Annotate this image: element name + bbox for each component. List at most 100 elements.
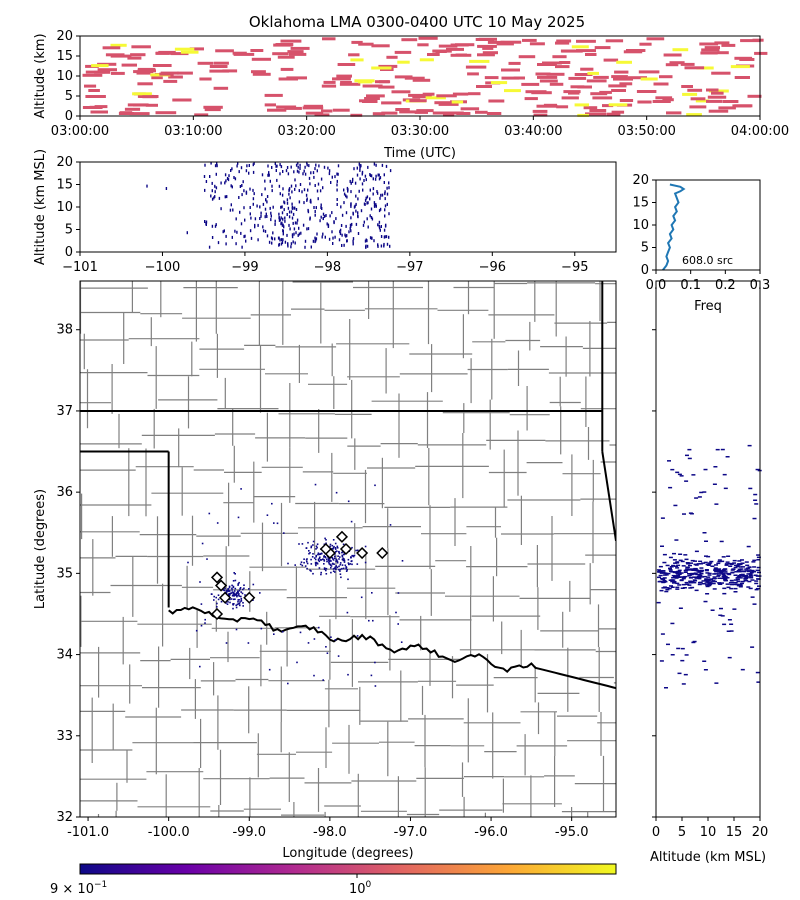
alt-lat-source xyxy=(671,577,676,579)
plan-view-source xyxy=(303,561,305,564)
lon-alt-source xyxy=(296,169,299,173)
plan-view-source xyxy=(241,592,244,595)
plan-view-source xyxy=(305,547,308,549)
plan-view-source xyxy=(232,586,235,589)
alt-lat-source xyxy=(697,577,702,579)
time-height-event xyxy=(706,88,719,92)
time-height-event xyxy=(443,113,455,117)
time-height-event xyxy=(496,42,514,46)
alt-lat-source xyxy=(670,468,675,471)
alt-lat-source xyxy=(676,571,680,573)
alt-lat-source xyxy=(719,570,724,573)
lon-alt-xtick-label: −99 xyxy=(231,260,258,275)
plan-view-source xyxy=(347,500,350,503)
lon-alt-source xyxy=(365,238,367,242)
alt-lat-source xyxy=(736,576,741,579)
alt-lat-source xyxy=(704,555,708,557)
lon-alt-source xyxy=(224,181,226,185)
plan-view-source xyxy=(287,682,289,685)
alt-lat-source xyxy=(735,578,740,581)
lon-alt-source xyxy=(310,171,312,175)
alt-lat-source xyxy=(694,589,699,592)
lon-alt-source xyxy=(384,214,386,218)
lon-alt-source xyxy=(280,242,283,246)
lon-alt-source xyxy=(366,217,368,221)
lon-alt-source xyxy=(378,220,381,224)
plan-view-source xyxy=(341,567,343,570)
plan-view-ytick-label: 38 xyxy=(56,323,73,338)
lon-alt-source xyxy=(369,188,371,192)
plan-view-source xyxy=(315,562,318,564)
alt-lat-source xyxy=(705,572,710,574)
time-height-event xyxy=(556,39,572,43)
lon-alt-source xyxy=(371,217,374,221)
alt-lat-source xyxy=(691,569,696,571)
alt-lat-source xyxy=(730,572,735,574)
plan-view-source xyxy=(332,570,335,572)
alt-lat-source xyxy=(672,582,676,584)
alt-lat-source xyxy=(712,573,717,575)
time-height-event xyxy=(287,50,304,54)
time-height-event xyxy=(501,68,520,72)
lon-alt-source xyxy=(293,206,295,210)
alt-lat-source xyxy=(656,569,661,571)
plan-view-source xyxy=(397,592,400,594)
time-height-event xyxy=(378,85,395,89)
plan-view-source xyxy=(349,563,352,565)
alt-lat-source xyxy=(684,569,689,572)
plan-view-source xyxy=(364,561,367,564)
plan-view-source xyxy=(222,589,225,591)
plan-view-source xyxy=(374,685,377,687)
alt-lat-source xyxy=(702,575,707,578)
lon-alt-source xyxy=(365,178,367,182)
lon-alt-source xyxy=(268,240,271,244)
plan-view-source xyxy=(360,596,363,599)
plan-view-source xyxy=(234,587,237,590)
lon-alt-source xyxy=(228,174,230,178)
time-height-event xyxy=(690,97,706,101)
alt-lat-source xyxy=(667,587,672,590)
alt-lat-source xyxy=(704,569,709,571)
lon-alt-source xyxy=(341,244,343,247)
lon-alt-source xyxy=(307,210,310,214)
lon-alt-source xyxy=(363,220,365,224)
alt-lat-source xyxy=(690,586,695,589)
time-height-event xyxy=(580,67,594,71)
lon-alt-source xyxy=(389,169,392,173)
alt-lat-source xyxy=(750,569,755,572)
time-height-event xyxy=(488,99,505,103)
lon-alt-source xyxy=(330,181,332,184)
lon-alt-source xyxy=(235,242,237,246)
time-height-event xyxy=(414,110,428,114)
alt-lat-source xyxy=(666,643,670,646)
lon-alt-source xyxy=(253,192,255,196)
plan-view-source xyxy=(336,560,339,563)
time-height-event xyxy=(561,96,579,100)
time-height-event xyxy=(611,75,628,79)
plan-view-source xyxy=(357,549,359,552)
lon-alt-source xyxy=(329,214,331,218)
lon-alt-source xyxy=(230,169,232,172)
plan-view-source xyxy=(343,553,346,555)
lon-alt-source xyxy=(204,188,206,192)
lon-alt-source xyxy=(318,164,320,168)
alt-lat-source xyxy=(755,587,760,590)
lon-alt-ylabel: Altitude (km MSL) xyxy=(33,149,48,265)
time-height-event xyxy=(476,85,492,88)
lon-alt-source xyxy=(294,178,296,182)
alt-lat-source xyxy=(722,592,727,595)
alt-lat-source xyxy=(664,590,669,593)
alt-lat-source xyxy=(728,581,733,584)
alt-lat-source xyxy=(702,532,707,534)
plan-view-source xyxy=(235,606,238,609)
alt-lat-source xyxy=(694,497,699,499)
alt-lat-source xyxy=(670,586,675,588)
alt-lat-marks xyxy=(656,444,762,689)
plan-view-source xyxy=(300,561,303,563)
lon-alt-source xyxy=(352,242,354,246)
time-height-event xyxy=(145,103,158,107)
lon-alt-source xyxy=(357,197,359,201)
lon-alt-source xyxy=(355,209,357,213)
plan-view-source xyxy=(345,570,348,572)
lon-alt-source xyxy=(254,217,257,221)
